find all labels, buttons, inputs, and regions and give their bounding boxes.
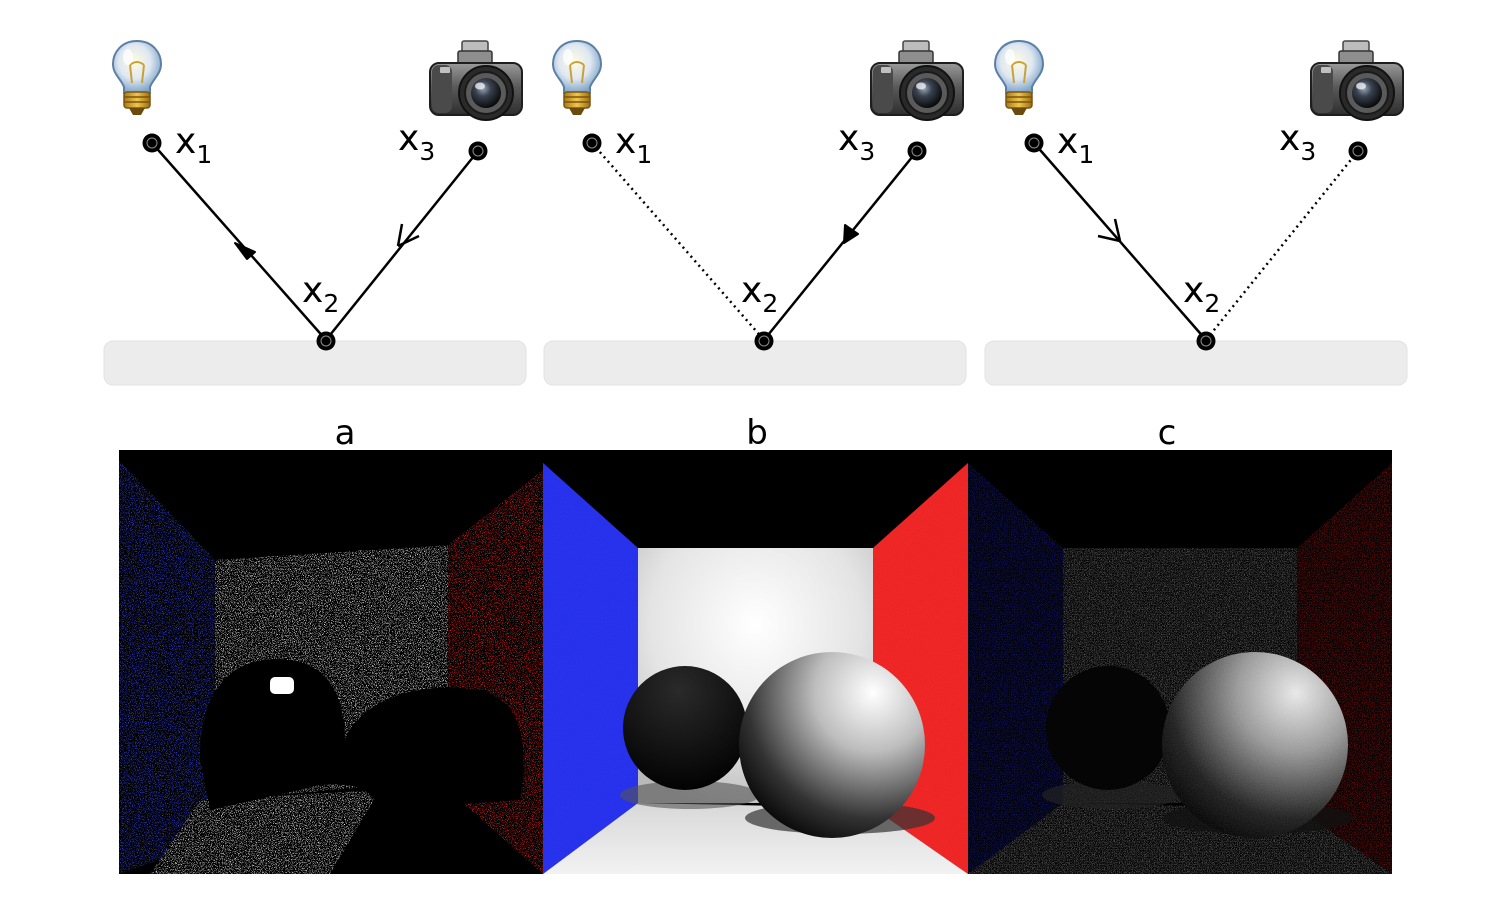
label-x1: x bbox=[1057, 121, 1078, 162]
label-x1-sub: 1 bbox=[636, 140, 652, 169]
panel-letter-b: b bbox=[746, 413, 768, 453]
vertex-x2 bbox=[1196, 331, 1216, 351]
label-x2: x bbox=[741, 270, 762, 311]
vertex-x1 bbox=[142, 133, 162, 153]
path-segment-camera bbox=[1205, 150, 1359, 341]
svg-text:x1: x1 bbox=[1057, 121, 1094, 169]
label-x2-sub: 2 bbox=[762, 289, 778, 318]
label-x3-sub: 3 bbox=[419, 137, 435, 166]
svg-text:x2: x2 bbox=[302, 270, 339, 318]
diagram-panel-b: x1 x3 x2 b bbox=[543, 40, 967, 453]
camera-icon bbox=[429, 40, 523, 121]
arrow-open bbox=[1097, 218, 1122, 243]
render-c bbox=[968, 450, 1392, 874]
label-x1: x bbox=[615, 121, 636, 162]
diagram-panel-a: x1 x3 x2 a bbox=[103, 40, 527, 453]
path-segment-light bbox=[591, 142, 765, 341]
vertex-x2 bbox=[316, 331, 336, 351]
vertex-x2 bbox=[754, 331, 774, 351]
vertex-x3 bbox=[1348, 141, 1368, 161]
path-segment-light bbox=[151, 142, 327, 341]
path-segment-camera bbox=[763, 150, 918, 341]
svg-text:x3: x3 bbox=[398, 118, 435, 166]
label-x2: x bbox=[302, 270, 323, 311]
label-x2-sub: 2 bbox=[1204, 289, 1220, 318]
svg-text:x2: x2 bbox=[741, 270, 778, 318]
svg-text:x3: x3 bbox=[1279, 118, 1316, 166]
label-x1-sub: 1 bbox=[196, 140, 212, 169]
arrow-filled bbox=[234, 242, 256, 260]
svg-text:x3: x3 bbox=[838, 118, 875, 166]
render-b bbox=[543, 450, 968, 874]
label-x3: x bbox=[1279, 118, 1300, 159]
svg-text:x1: x1 bbox=[175, 121, 212, 169]
label-x1-sub: 1 bbox=[1078, 140, 1094, 169]
label-x2-sub: 2 bbox=[323, 289, 339, 318]
vertex-x1 bbox=[1024, 133, 1044, 153]
vertex-x3 bbox=[907, 141, 927, 161]
surface bbox=[984, 340, 1408, 386]
lightbulb-icon bbox=[552, 40, 602, 116]
svg-text:x1: x1 bbox=[615, 121, 652, 169]
lightbulb-icon bbox=[994, 40, 1044, 116]
svg-text:x2: x2 bbox=[1183, 270, 1220, 318]
label-x3-sub: 3 bbox=[1300, 137, 1316, 166]
arrow-open bbox=[396, 223, 420, 248]
label-x3: x bbox=[398, 118, 419, 159]
camera-icon bbox=[870, 40, 964, 121]
vertex-x3 bbox=[468, 141, 488, 161]
panel-letter-a: a bbox=[335, 413, 356, 453]
vertex-x1 bbox=[582, 133, 602, 153]
path-segment-camera bbox=[325, 150, 479, 341]
label-x1: x bbox=[175, 121, 196, 162]
label-x2: x bbox=[1183, 270, 1204, 311]
surface bbox=[103, 340, 527, 386]
render-a bbox=[119, 450, 543, 874]
panel-letter-c: c bbox=[1158, 413, 1177, 453]
path-segment-light bbox=[1033, 142, 1207, 341]
surface bbox=[543, 340, 967, 386]
arrow-filled bbox=[843, 224, 859, 244]
label-x3-sub: 3 bbox=[859, 137, 875, 166]
lightbulb-icon bbox=[112, 40, 162, 116]
camera-icon bbox=[1310, 40, 1404, 121]
label-x3: x bbox=[838, 118, 859, 159]
diagram-panel-c: x1 x3 x2 c bbox=[984, 40, 1408, 453]
